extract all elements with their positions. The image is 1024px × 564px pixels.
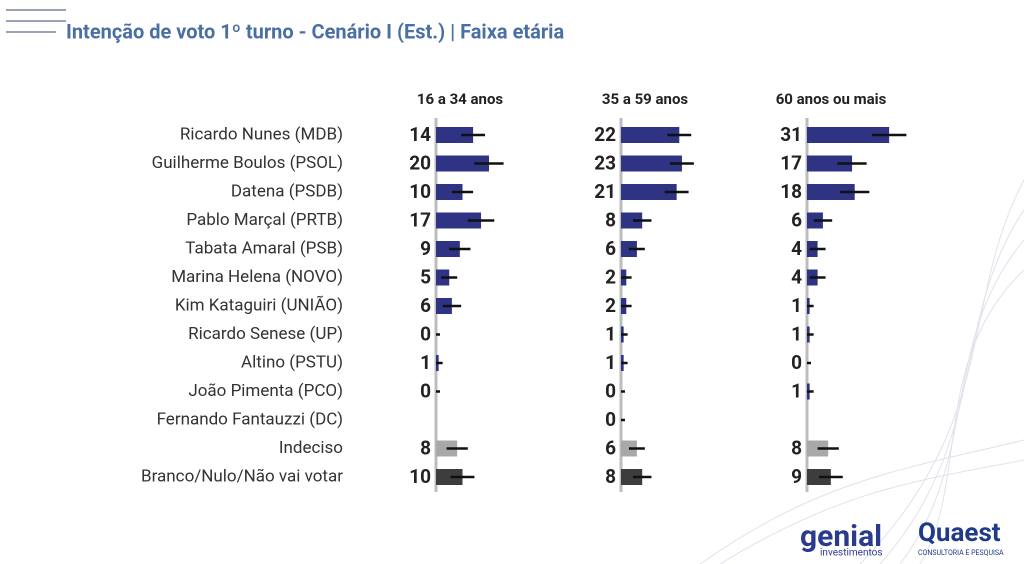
value-label: 2 xyxy=(605,266,616,289)
value-label: 6 xyxy=(605,437,616,460)
decoration xyxy=(699,179,1024,564)
bar xyxy=(807,155,853,172)
category-label: Marina Helena (NOVO) xyxy=(171,267,343,287)
value-label: 5 xyxy=(420,266,431,289)
category-label: Kim Kataguiri (UNIÃO) xyxy=(175,294,343,315)
logo-quaest: Quaest xyxy=(918,518,1001,548)
dots xyxy=(6,9,66,33)
group-header: 35 a 59 anos xyxy=(602,90,689,108)
category-label: Ricardo Senese (UP) xyxy=(188,324,343,344)
value-label: 1 xyxy=(791,294,802,317)
value-label: 4 xyxy=(791,237,802,260)
bar xyxy=(807,184,855,200)
value-label: 10 xyxy=(409,465,431,488)
bar xyxy=(436,469,463,485)
category-label: Pablo Marçal (PRTB) xyxy=(186,210,343,230)
bar xyxy=(436,241,460,257)
value-label: 31 xyxy=(780,123,802,146)
value-label: 1 xyxy=(420,351,431,374)
category-label: Fernando Fantauzzi (DC) xyxy=(157,409,343,429)
value-label: 20 xyxy=(409,152,431,175)
value-label: 2 xyxy=(605,294,616,317)
value-label: 6 xyxy=(605,237,616,260)
category-label: Ricardo Nunes (MDB) xyxy=(180,124,343,144)
value-label: 1 xyxy=(791,380,802,403)
category-label: Tabata Amaral (PSB) xyxy=(185,238,343,258)
logo-quaest-sub: CONSULTORIA E PESQUISA xyxy=(918,549,1004,557)
value-label: 1 xyxy=(605,351,616,374)
value-label: 0 xyxy=(420,323,431,346)
value-label: 6 xyxy=(420,294,431,317)
value-label: 21 xyxy=(594,180,616,203)
value-label: 1 xyxy=(605,323,616,346)
bar xyxy=(436,212,482,229)
chart-title: Intenção de voto 1º turno - Cenário I (E… xyxy=(66,19,564,43)
value-label: 1 xyxy=(791,323,802,346)
bar xyxy=(436,155,489,172)
value-label: 0 xyxy=(605,380,616,403)
bar xyxy=(807,127,890,143)
value-label: 9 xyxy=(791,465,802,488)
value-label: 0 xyxy=(605,408,616,431)
value-label: 0 xyxy=(791,351,802,374)
bar xyxy=(621,469,643,485)
value-label: 17 xyxy=(780,152,802,175)
value-label: 8 xyxy=(420,437,431,460)
logo-genial-sub: investimentos xyxy=(820,548,883,559)
category-label: Altino (PSTU) xyxy=(241,352,343,372)
value-label: 9 xyxy=(420,237,431,260)
value-label: 17 xyxy=(409,209,431,232)
value-label: 14 xyxy=(409,123,431,146)
value-label: 8 xyxy=(605,465,616,488)
value-label: 18 xyxy=(780,180,802,203)
category-label: Guilherme Boulos (PSOL) xyxy=(152,153,343,173)
group-header: 60 anos ou mais xyxy=(776,90,887,108)
bar xyxy=(621,212,643,229)
bar xyxy=(436,184,463,200)
category-label: João Pimenta (PCO) xyxy=(188,381,343,401)
value-label: 22 xyxy=(594,123,616,146)
category-label: Indeciso xyxy=(279,438,343,458)
value-label: 23 xyxy=(594,152,616,175)
value-label: 4 xyxy=(791,266,802,289)
value-label: 8 xyxy=(791,437,802,460)
value-label: 6 xyxy=(791,209,802,232)
bar xyxy=(621,127,680,143)
bar xyxy=(621,155,682,172)
value-label: 8 xyxy=(605,209,616,232)
value-label: 10 xyxy=(409,180,431,203)
logo-genial: genial xyxy=(800,519,882,554)
category-label: Branco/Nulo/Não vai votar xyxy=(141,466,343,486)
value-label: 0 xyxy=(420,380,431,403)
bar xyxy=(621,184,677,200)
category-label: Datena (PSDB) xyxy=(231,181,343,201)
group-header: 16 a 34 anos xyxy=(417,90,504,108)
bar xyxy=(436,127,474,143)
